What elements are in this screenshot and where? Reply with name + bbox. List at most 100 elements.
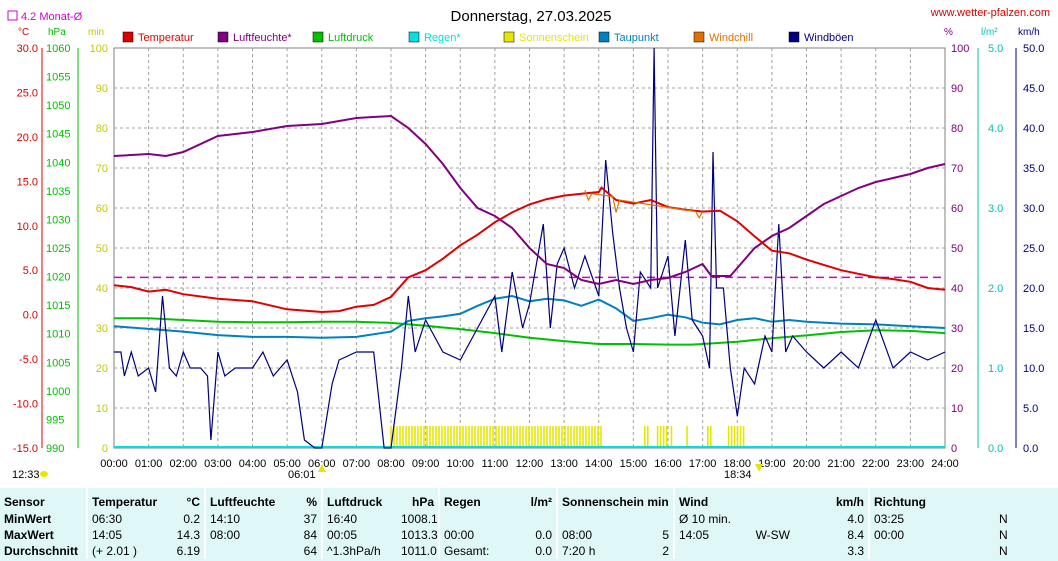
stats-cell: 00:05 [321, 527, 397, 543]
sunset-marker [755, 464, 763, 472]
stats-cell: Gesamt: [438, 543, 511, 559]
temp-axis-tick: -5.0 [19, 354, 38, 366]
stats-cell [673, 543, 751, 559]
pressure-axis-tick: 1005 [46, 357, 70, 369]
x-tick-label: 00:00 [100, 458, 128, 470]
x-tick-label: 02:00 [169, 458, 197, 470]
x-tick-label: 21:00 [827, 458, 855, 470]
stats-cell: 08:00 [556, 527, 633, 543]
humidity-axis-tick: 80 [951, 123, 963, 135]
x-tick-label: 14:00 [585, 458, 613, 470]
stats-cell: 00:00 [868, 527, 910, 543]
x-tick-label: 24:00 [931, 458, 959, 470]
x-tick-label: 20:00 [793, 458, 821, 470]
minutes-axis-tick: 50 [96, 243, 108, 255]
x-tick-label: 07:00 [343, 458, 371, 470]
legend-swatch [408, 31, 420, 43]
stats-header-rain-unit: l/m² [530, 495, 552, 509]
legend-swatch [503, 31, 515, 43]
stats-cell: 5 [662, 528, 669, 542]
wind-axis-tick: 50.0 [1023, 43, 1044, 55]
humidity-axis-tick: 70 [951, 163, 963, 175]
wind-axis-tick: 35.0 [1023, 163, 1044, 175]
stats-cell [751, 543, 794, 559]
x-tick-label: 11:00 [482, 458, 509, 470]
x-tick-label: 08:00 [377, 458, 405, 470]
stats-cell [511, 511, 557, 527]
stats-cell: 4.0 [847, 512, 865, 526]
stats-cell: 37 [303, 512, 317, 526]
stats-cell: 00:00 [438, 527, 511, 543]
stats-row-label: MinWert [4, 512, 52, 526]
stats-cell [204, 543, 282, 559]
stats-header-wind-unit: km/h [836, 495, 865, 509]
temperature-line [113, 186, 946, 314]
pressure-axis-tick: 1050 [46, 100, 70, 112]
legend-label: Windchill [709, 32, 753, 44]
temp-axis-tick: 5.0 [23, 265, 38, 277]
stats-table: Sensor Temperatur °C Luftfeuchte % Luftd… [0, 488, 1058, 559]
site-link[interactable]: www.wetter-pfalzen.com [930, 7, 1050, 19]
x-tick-label: 13:00 [550, 458, 578, 470]
stats-cell: 84 [303, 528, 317, 542]
x-tick-label: 22:00 [862, 458, 890, 470]
legend-label: Luftdruck [328, 32, 374, 44]
x-tick-label: 17:00 [689, 458, 717, 470]
humidity-axis-tick: 90 [951, 83, 963, 95]
month-avg-label: 4.2 Monat-Ø [21, 11, 83, 23]
legend-label: Regen* [424, 32, 461, 44]
temp-axis-tick: 0.0 [23, 310, 38, 322]
sunset-label: 18:34 [724, 469, 752, 481]
wind-axis-tick: 0.0 [1023, 443, 1038, 455]
pressure-axis-tick: 1060 [46, 43, 70, 55]
unit-temp: °C [18, 27, 29, 38]
wind-axis-tick: 45.0 [1023, 83, 1044, 95]
stats-cell: 0.0 [535, 528, 552, 542]
rain-axis-tick: 4.0 [988, 123, 1003, 135]
temp-axis-tick: 20.0 [17, 132, 38, 144]
wind-axis-tick: 20.0 [1023, 283, 1044, 295]
humidity-line [113, 114, 946, 286]
stats-header-hum-unit: % [306, 495, 317, 509]
stats-cell: 1008.1 [401, 512, 438, 526]
stats-header-row: Sensor Temperatur °C Luftfeuchte % Luftd… [0, 488, 1058, 511]
chart-title: Donnerstag, 27.03.2025 [451, 8, 612, 25]
stats-cell: 06:30 [86, 511, 169, 527]
humidity-axis-tick: 100 [951, 43, 969, 55]
temp-axis-tick: 10.0 [17, 221, 38, 233]
stats-header-sensor: Sensor [4, 495, 45, 509]
minutes-axis-tick: 0 [102, 443, 108, 455]
wind-axis-tick: 15.0 [1023, 323, 1044, 335]
stats-cell: 08:00 [204, 527, 282, 543]
stats-header-hum: Luftfeuchte [204, 488, 282, 511]
humidity-axis-tick: 50 [951, 243, 963, 255]
stats-header-temp-unit: °C [186, 495, 200, 509]
temp-axis-tick: 25.0 [17, 87, 38, 99]
pressure-axis-tick: 1030 [46, 214, 70, 226]
x-tick-label: 12:00 [516, 458, 544, 470]
legend-label: Temperatur [138, 32, 194, 44]
stats-header-press: Luftdruck [321, 488, 397, 511]
pressure-axis-tick: 1010 [46, 329, 70, 341]
pressure-axis-tick: 1015 [46, 300, 70, 312]
stats-row-label: Durchschnitt [4, 544, 79, 558]
unit-wind: km/h [1018, 27, 1040, 38]
stats-cell: 64 [303, 544, 317, 558]
stats-cell [556, 511, 633, 527]
stats-row-label: MaxWert [4, 528, 54, 542]
stats-cell: Ø 10 min. [673, 511, 751, 527]
stats-cell: 03:25 [868, 511, 910, 527]
sunrise-marker [318, 464, 326, 472]
stats-cell: 14.3 [176, 528, 200, 542]
stats-cell: 8.4 [847, 528, 865, 542]
chart-legend: Temperatur Luftfeuchte* Luftdruck Regen* Son… [122, 31, 854, 44]
stats-header-sun: Sonnenschein min [556, 488, 674, 511]
unit-min: min [88, 27, 104, 38]
legend-label: Windböen [804, 32, 854, 44]
minutes-axis-tick: 70 [96, 163, 108, 175]
x-tick-label: 03:00 [204, 458, 232, 470]
minutes-axis-tick: 80 [96, 123, 108, 135]
rain-axis-tick: 0.0 [988, 443, 1003, 455]
month-avg-legend-box [7, 10, 18, 21]
unit-press: hPa [48, 27, 66, 38]
